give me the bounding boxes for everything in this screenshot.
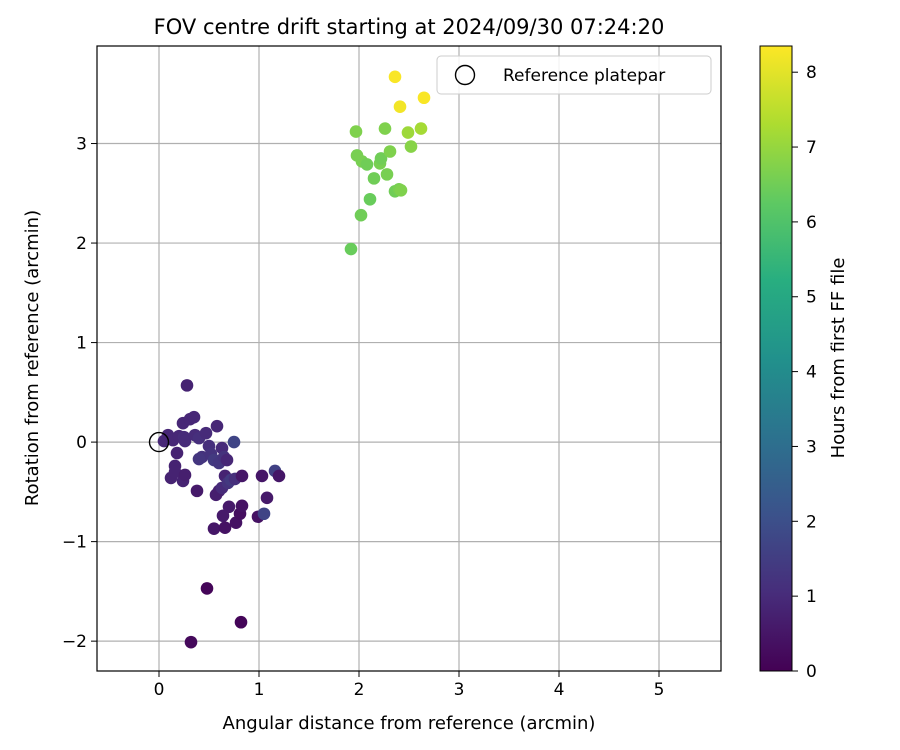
data-point [374,152,388,165]
chart-title: FOV centre drift starting at 2024/09/30 … [154,15,665,39]
data-point [210,419,224,433]
data-point [367,172,381,185]
reference-platepar-marker [148,431,170,453]
colorbar-tick-label: 6 [806,213,817,233]
data-point [222,500,236,514]
colorbar-tick-label: 7 [806,138,817,158]
data-point [378,122,392,135]
x-axis-label: Angular distance from reference (arcmin) [223,713,596,734]
x-tick-label: 1 [254,680,265,700]
data-point [187,410,201,424]
data-point [272,469,286,483]
data-point [360,158,374,171]
colorbar [759,45,793,672]
y-tick-label: 3 [76,135,87,155]
y-tick-label: 2 [76,234,87,254]
plot-frame [96,45,722,672]
data-point [184,635,198,649]
data-point [220,453,234,467]
legend-box [436,55,712,95]
legend-marker [454,64,476,86]
data-point [235,499,249,513]
data-point [354,208,368,222]
data-points [148,70,431,649]
data-point [227,435,241,449]
data-point [383,145,397,158]
data-point [417,91,431,105]
y-tick-label: 1 [76,334,87,354]
data-point [216,509,230,523]
data-point [192,452,206,466]
y-axis-label: Rotation from reference (arcmin) [22,210,43,506]
data-point [363,192,377,206]
y-tick-label: 0 [76,433,87,453]
data-point [260,491,274,505]
data-point [218,521,232,534]
data-point [380,168,394,181]
colorbar-tick-label: 5 [806,288,817,308]
colorbar-label: Hours from first FF file [828,258,849,459]
colorbar-tick-label: 8 [806,63,817,83]
colorbar-ticks: 0 1 2 3 4 5 6 7 8 [792,63,817,682]
data-point [199,426,213,440]
data-point [235,469,249,483]
colorbar-tick-label: 2 [806,512,817,532]
data-point [234,615,248,629]
data-point [388,70,402,84]
y-tick-label: −2 [62,632,87,652]
data-point [207,522,221,535]
legend-label: Reference platepar [503,66,665,86]
grid [97,46,721,671]
colorbar-tick-label: 1 [806,587,817,607]
x-tick-label: 2 [354,680,365,700]
x-tick-label: 5 [654,680,665,700]
y-tick-label: −1 [62,533,87,553]
data-point [401,126,415,139]
data-point [168,465,182,479]
x-tick-label: 3 [454,680,465,700]
data-point [178,468,192,482]
data-point [404,140,418,153]
x-tick-label: 0 [154,680,165,700]
data-point [200,582,214,595]
data-point [257,507,271,521]
data-point [170,446,184,460]
data-point [178,434,192,448]
data-point [344,242,358,256]
x-tick-label: 4 [554,680,565,700]
data-point [414,122,428,135]
x-axis-ticks: 0 1 2 3 4 5 [154,671,665,700]
data-point [255,469,269,483]
colorbar-tick-label: 3 [806,437,817,457]
data-point [349,125,363,138]
colorbar-tick-label: 4 [806,363,817,383]
data-point [394,184,408,197]
data-point [180,379,194,392]
data-point [190,484,204,498]
y-axis-ticks: −2 −1 0 1 2 3 [62,135,97,652]
data-point [393,100,407,114]
legend: Reference platepar [436,55,712,95]
colorbar-tick-label: 0 [806,662,817,682]
